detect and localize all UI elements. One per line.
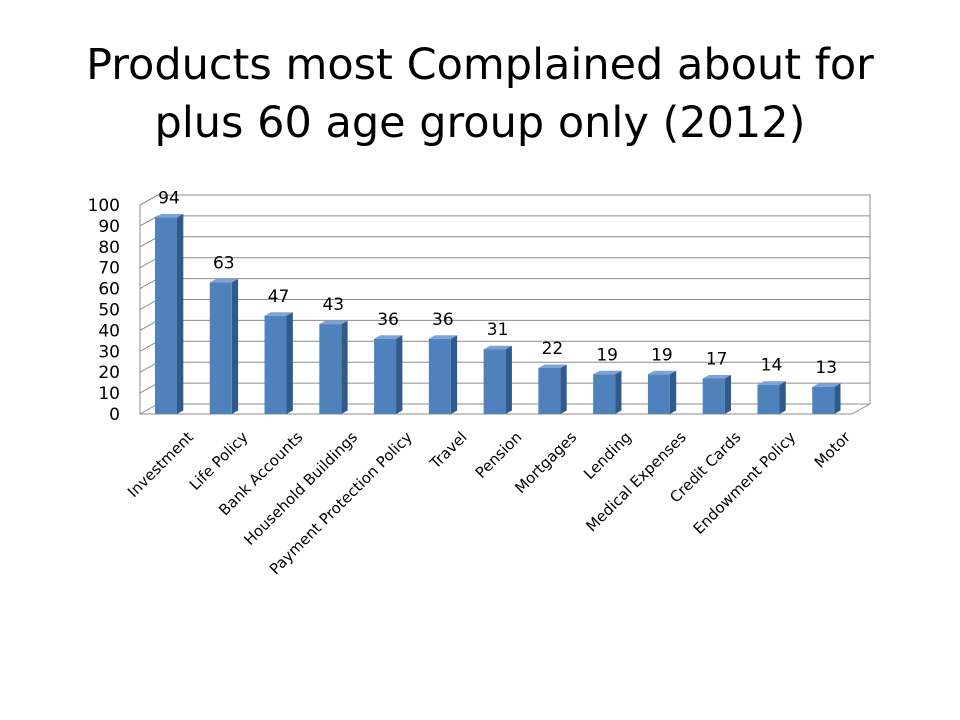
data-label: 19 [596, 345, 618, 365]
bar-top [757, 381, 786, 385]
bar-front [319, 324, 342, 414]
category-label: Investment [124, 428, 197, 501]
bar [538, 364, 567, 414]
bar [483, 345, 512, 414]
category-label: Motor [811, 428, 855, 472]
bar-top [209, 278, 239, 283]
bar-side [505, 345, 512, 414]
y-tick-label: 70 [98, 259, 120, 279]
y-tick-label: 50 [98, 301, 120, 321]
bar [209, 278, 239, 414]
y-tick-label: 20 [98, 363, 120, 383]
bar-top [702, 374, 731, 379]
bar-front [702, 378, 725, 414]
y-tick-label: 60 [98, 280, 120, 300]
bar-front [428, 338, 451, 414]
bar-front [757, 384, 780, 414]
y-tick-label: 40 [98, 321, 120, 341]
data-label: 17 [706, 349, 728, 369]
bar-front [538, 368, 561, 414]
bar [428, 335, 458, 414]
bars [155, 214, 841, 414]
data-label: 47 [268, 287, 290, 307]
y-tick-label: 90 [98, 217, 120, 237]
category-label: Lending [580, 428, 635, 483]
bar-top [264, 312, 293, 316]
y-tick-label: 30 [98, 342, 120, 362]
bar-side [560, 364, 567, 414]
data-labels: 94 63 47 43 36 36 31 22 19 19 17 14 13 [158, 189, 837, 378]
data-label: 19 [651, 345, 673, 365]
bar-front [812, 386, 835, 414]
bar-top [319, 320, 348, 325]
bar-side [779, 381, 786, 414]
bar [647, 370, 677, 414]
bar-side [396, 335, 403, 414]
gridline [139, 278, 870, 290]
bar-top [155, 214, 184, 218]
category-label: Medical Expenses [582, 428, 689, 535]
data-label: 22 [542, 339, 564, 359]
bar-top [428, 335, 458, 339]
slide-title-line-1: Products most Complained about for [86, 40, 874, 90]
bar-side [669, 370, 677, 414]
bar-front [264, 315, 287, 414]
bar-top [812, 383, 841, 387]
bar-front [209, 282, 232, 414]
bar-top [483, 345, 512, 350]
data-label: 36 [432, 310, 454, 330]
y-tick-label: 80 [98, 238, 120, 258]
bar-front [155, 217, 177, 414]
bar [155, 214, 184, 414]
bar-front [593, 374, 616, 414]
bar-front [647, 374, 670, 414]
bar-side [615, 370, 622, 414]
y-tick-label: 10 [98, 384, 120, 404]
bar-side [231, 278, 239, 414]
data-label: 36 [377, 310, 399, 330]
y-tick-label: 100 [88, 196, 120, 216]
category-label: Travel [426, 428, 471, 473]
bar-top [647, 370, 677, 375]
gridline [139, 194, 870, 206]
slide-title-line-2: plus 60 age group only (2012) [154, 98, 806, 148]
data-label: 94 [158, 189, 180, 209]
category-label: Endowment Policy [690, 428, 800, 538]
bar-side [177, 214, 184, 414]
y-tick-label: 0 [109, 405, 120, 425]
data-label: 43 [322, 295, 344, 315]
category-label: Pension [472, 428, 526, 482]
bar-side [341, 320, 348, 414]
bar-top [593, 370, 622, 375]
bar [264, 312, 293, 414]
bar-side [450, 335, 458, 414]
bar-front [374, 338, 397, 414]
bar-front [483, 349, 506, 414]
bar [812, 383, 841, 414]
bar-top [538, 364, 567, 369]
data-label: 14 [761, 356, 783, 376]
bar-side [834, 383, 841, 414]
gridline [139, 215, 870, 227]
bar [319, 320, 348, 414]
bar [757, 381, 786, 414]
data-label: 13 [815, 358, 837, 378]
bar-top [374, 335, 403, 339]
bar [702, 374, 731, 414]
data-label: 31 [487, 320, 509, 340]
slide-title: Products most Complained about for plus … [40, 36, 920, 152]
gridline [139, 257, 870, 269]
bar-side [724, 374, 731, 414]
gridline [139, 236, 870, 248]
bar [593, 370, 622, 414]
bar [374, 335, 403, 414]
data-label: 63 [213, 253, 235, 273]
bar-side [286, 312, 293, 414]
gridline [139, 299, 870, 310]
